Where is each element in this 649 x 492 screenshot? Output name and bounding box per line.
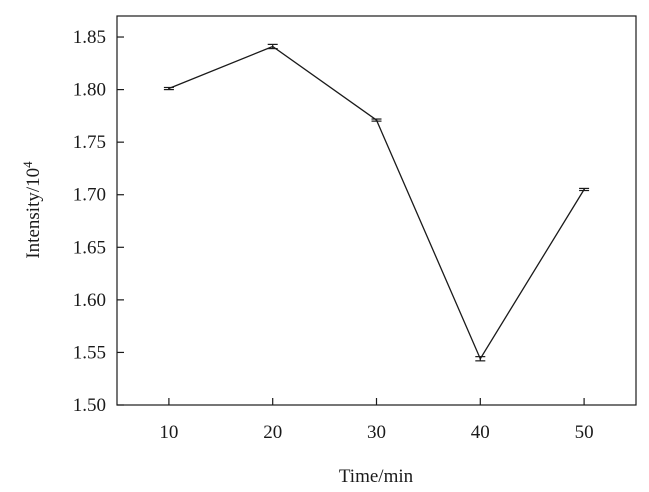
y-tick-label: 1.75 — [73, 132, 106, 153]
y-tick-label: 1.80 — [73, 80, 106, 101]
y-tick-label: 1.85 — [73, 27, 106, 48]
plot-frame — [116, 15, 637, 406]
data-point — [168, 87, 170, 90]
y-axis-title: Intensity/104 — [20, 161, 44, 259]
data-point — [479, 357, 482, 360]
data-point — [375, 119, 378, 121]
y-tick-label: 1.70 — [73, 185, 106, 206]
x-tick-label: 10 — [159, 422, 178, 443]
x-axis-title: Time/min — [339, 466, 414, 487]
y-axis-title-main: Intensity/10 — [23, 168, 44, 259]
y-tick-label: 1.60 — [73, 290, 106, 311]
y-tick-label: 1.55 — [73, 342, 106, 363]
x-tick-label: 50 — [575, 422, 594, 443]
x-tick-label: 20 — [263, 422, 282, 443]
y-tick-label: 1.65 — [73, 237, 106, 258]
series-line — [168, 45, 585, 361]
y-tick-label: 1.50 — [73, 395, 106, 416]
data-point — [271, 45, 274, 48]
x-tick-label: 30 — [367, 422, 386, 443]
x-axis: 10 20 30 40 50 — [159, 398, 594, 443]
y-axis-title-superscript: 4 — [20, 161, 35, 168]
series-layer — [163, 43, 590, 362]
y-axis: 1.50 1.55 1.60 1.65 1.70 1.75 1.80 1.85 — [73, 27, 124, 416]
data-point — [583, 188, 585, 191]
x-tick-label: 40 — [471, 422, 490, 443]
